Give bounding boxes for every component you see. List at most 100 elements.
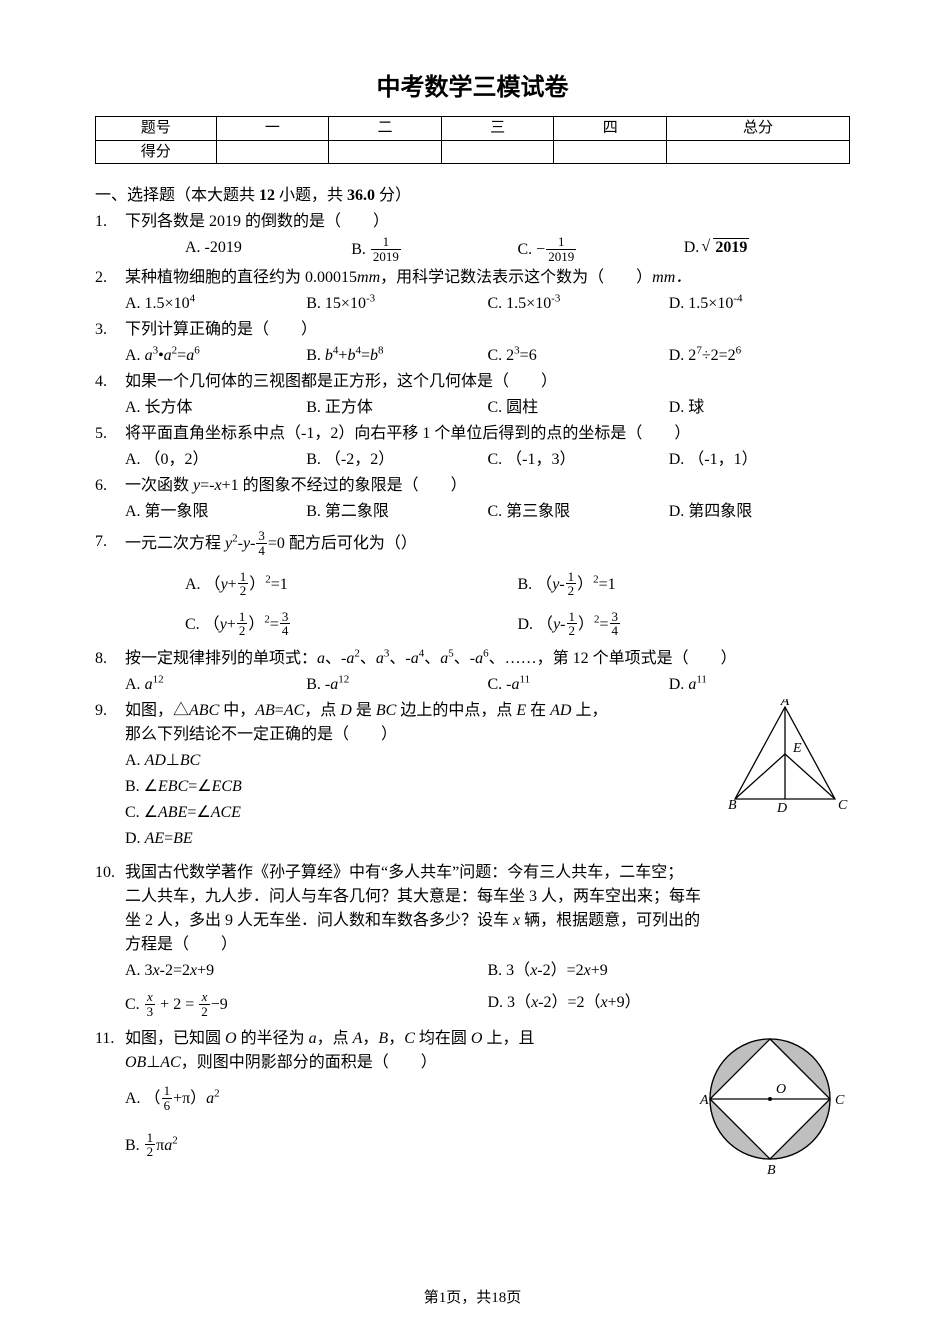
opt-a: A. （16+π）a2 xyxy=(125,1085,680,1113)
q11-text: 如图，已知圆 O 的半径为 a，点 A，B，C 均在圆 O 上，且 OB⊥AC，… xyxy=(125,1027,680,1160)
stem: 某种植物细胞的直径约为 0.00015mm，用科学记数法表示这个数为（ ）mm． xyxy=(125,266,850,290)
question-3: 3. 下列计算正确的是（ ） A. a3•a2=a6 B. b4+b4=b8 C… xyxy=(95,318,850,368)
options: A. 1.5×104 B. 15×10-3 C. 1.5×10-3 D. 1.5… xyxy=(125,292,850,316)
opt-b: B. -a12 xyxy=(306,673,487,697)
opt-c: C. x3 + 2 = x2−9 xyxy=(125,991,488,1019)
qbody: 一元二次方程 y2-y-34=0 配方后可化为（） A. （y+12）2=1 B… xyxy=(125,530,850,639)
td-blank xyxy=(554,140,667,164)
th: 题号 xyxy=(96,117,217,141)
opt-c: C. -a11 xyxy=(488,673,669,697)
opt-a: A. （y+12）2=1 xyxy=(185,571,518,599)
options: A. （16+π）a2 B. 12πa2 xyxy=(125,1085,680,1160)
stem-2: OB⊥AC，则图中阴影部分的面积是（ ） xyxy=(125,1051,680,1075)
qnum: 11. xyxy=(95,1027,125,1051)
stem-2: 那么下列结论不一定正确的是（ ） xyxy=(125,723,710,747)
stem: 一元二次方程 y2-y-34=0 配方后可化为（） xyxy=(125,530,850,558)
th: 三 xyxy=(441,117,554,141)
label-c: C xyxy=(838,798,848,813)
label-c: C xyxy=(835,1093,845,1108)
label-a: A xyxy=(780,699,790,709)
qbody: 我国古代数学著作《孙子算经》中有“多人共车”问题：今有三人共车，二车空； 二人共… xyxy=(125,861,850,1019)
label-b: B xyxy=(767,1163,776,1177)
qbody: 下列计算正确的是（ ） A. a3•a2=a6 B. b4+b4=b8 C. 2… xyxy=(125,318,850,368)
question-2: 2. 某种植物细胞的直径约为 0.00015mm，用科学记数法表示这个数为（ ）… xyxy=(95,266,850,316)
question-7: 7. 一元二次方程 y2-y-34=0 配方后可化为（） A. （y+12）2=… xyxy=(95,530,850,639)
opt-d: D. 球 xyxy=(669,396,850,420)
th: 总分 xyxy=(667,117,850,141)
stem-1: 我国古代数学著作《孙子算经》中有“多人共车”问题：今有三人共车，二车空； xyxy=(125,861,850,885)
stem: 一次函数 y=-x+1 的图象不经过的象限是（ ） xyxy=(125,474,850,498)
stem: 下列计算正确的是（ ） xyxy=(125,318,850,342)
options: A. （y+12）2=1 B. （y-12）2=1 xyxy=(125,571,850,599)
question-11: 11. 如图，已知圆 O 的半径为 a，点 A，B，C 均在圆 O 上，且 OB… xyxy=(95,1027,850,1185)
opt-a: A. -2019 xyxy=(185,236,351,264)
opt-b: B. b4+b4=b8 xyxy=(306,344,487,368)
fraction: 34 xyxy=(256,529,267,557)
options: C. x3 + 2 = x2−9 D. 3（x-2）=2（x+9） xyxy=(125,991,850,1019)
opt-d: D. 27÷2=26 xyxy=(669,344,850,368)
question-5: 5. 将平面直角坐标系中点（-1，2）向右平移 1 个单位后得到的点的坐标是（ … xyxy=(95,422,850,472)
label-a: A xyxy=(699,1093,709,1108)
section-1-header: 一、选择题（本大题共 12 小题，共 36.0 分） xyxy=(95,184,850,208)
opt-b: B. 12πa2 xyxy=(125,1132,680,1160)
opt-b: B. ∠EBC=∠ECB xyxy=(125,775,710,799)
question-1: 1. 下列各数是 2019 的倒数的是（ ） A. -2019 B. 12019… xyxy=(95,210,850,264)
options: A. a3•a2=a6 B. b4+b4=b8 C. 23=6 D. 27÷2=… xyxy=(125,344,850,368)
stem-3: 坐 2 人，多出 9 人无车坐．问人数和车数各多少？设车 x 辆，根据题意，可列… xyxy=(125,909,850,933)
th: 四 xyxy=(554,117,667,141)
td-blank xyxy=(441,140,554,164)
label-b: B xyxy=(728,798,737,813)
qnum: 5. xyxy=(95,422,125,446)
page: 中考数学三模试卷 题号 一 二 三 四 总分 得分 一、选择题（本大题共 12 … xyxy=(0,0,945,1337)
qbody: 如图，△ABC 中，AB=AC，点 D 是 BC 边上的中点，点 E 在 AD … xyxy=(125,699,850,851)
opt-b: B. （-2，2） xyxy=(306,448,487,472)
question-10: 10. 我国古代数学著作《孙子算经》中有“多人共车”问题：今有三人共车，二车空；… xyxy=(95,861,850,1019)
table-row: 得分 xyxy=(96,140,850,164)
opt-a: A. a12 xyxy=(125,673,306,697)
qnum: 10. xyxy=(95,861,125,885)
qnum: 9. xyxy=(95,699,125,723)
label-e: E xyxy=(792,741,802,756)
q9-text: 如图，△ABC 中，AB=AC，点 D 是 BC 边上的中点，点 E 在 AD … xyxy=(125,699,710,851)
question-4: 4. 如果一个几何体的三视图都是正方形，这个几何体是（ ） A. 长方体 B. … xyxy=(95,370,850,420)
label-o: O xyxy=(776,1082,786,1097)
opt-c: C. 圆柱 xyxy=(488,396,669,420)
opt-a: A. 第一象限 xyxy=(125,500,306,524)
options: A. a12 B. -a12 C. -a11 D. a11 xyxy=(125,673,850,697)
options: A. （0，2） B. （-2，2） C. （-1，3） D. （-1，1） xyxy=(125,448,850,472)
opt-d: D. 第四象限 xyxy=(669,500,850,524)
sqrt: 2019 xyxy=(703,236,749,260)
opt-b: B. （y-12）2=1 xyxy=(518,571,851,599)
text: 一、选择题（本大题共 xyxy=(95,187,259,204)
qbody: 下列各数是 2019 的倒数的是（ ） A. -2019 B. 12019 C.… xyxy=(125,210,850,264)
opt-d: D. a11 xyxy=(669,673,850,697)
table-row: 题号 一 二 三 四 总分 xyxy=(96,117,850,141)
triangle-figure: A B C D E xyxy=(720,699,850,827)
opt-a: A. （0，2） xyxy=(125,448,306,472)
qnum: 1. xyxy=(95,210,125,234)
th: 一 xyxy=(216,117,329,141)
opt-c: C. 23=6 xyxy=(488,344,669,368)
options: A. 长方体 B. 正方体 C. 圆柱 D. 球 xyxy=(125,396,850,420)
opt-b: B. 15×10-3 xyxy=(306,292,487,316)
qnum: 2. xyxy=(95,266,125,290)
stem: 下列各数是 2019 的倒数的是（ ） xyxy=(125,210,850,234)
options: A. -2019 B. 12019 C. −12019 D. 2019 xyxy=(125,236,850,264)
options: C. （y+12）2=34 D. （y-12）2=34 xyxy=(125,611,850,639)
th: 二 xyxy=(329,117,442,141)
stem-4: 方程是（ ） xyxy=(125,933,850,957)
label-d: D xyxy=(776,801,787,816)
stem: 如果一个几何体的三视图都是正方形，这个几何体是（ ） xyxy=(125,370,850,394)
opt-c: C. 1.5×10-3 xyxy=(488,292,669,316)
qbody: 一次函数 y=-x+1 的图象不经过的象限是（ ） A. 第一象限 B. 第二象… xyxy=(125,474,850,524)
question-9: 9. 如图，△ABC 中，AB=AC，点 D 是 BC 边上的中点，点 E 在 … xyxy=(95,699,850,851)
opt-a: A. 长方体 xyxy=(125,396,306,420)
opt-b: B. 第二象限 xyxy=(306,500,487,524)
options: A. 第一象限 B. 第二象限 C. 第三象限 D. 第四象限 xyxy=(125,500,850,524)
opt-d: D. （y-12）2=34 xyxy=(518,611,851,639)
opt-c: C. ∠ABE=∠ACE xyxy=(125,801,710,825)
qbody: 将平面直角坐标系中点（-1，2）向右平移 1 个单位后得到的点的坐标是（ ） A… xyxy=(125,422,850,472)
count: 12 xyxy=(259,187,275,204)
question-8: 8. 按一定规律排列的单项式：a、-a2、a3、-a4、a5、-a6、……，第 … xyxy=(95,647,850,697)
qbody: 某种植物细胞的直径约为 0.00015mm，用科学记数法表示这个数为（ ）mm．… xyxy=(125,266,850,316)
